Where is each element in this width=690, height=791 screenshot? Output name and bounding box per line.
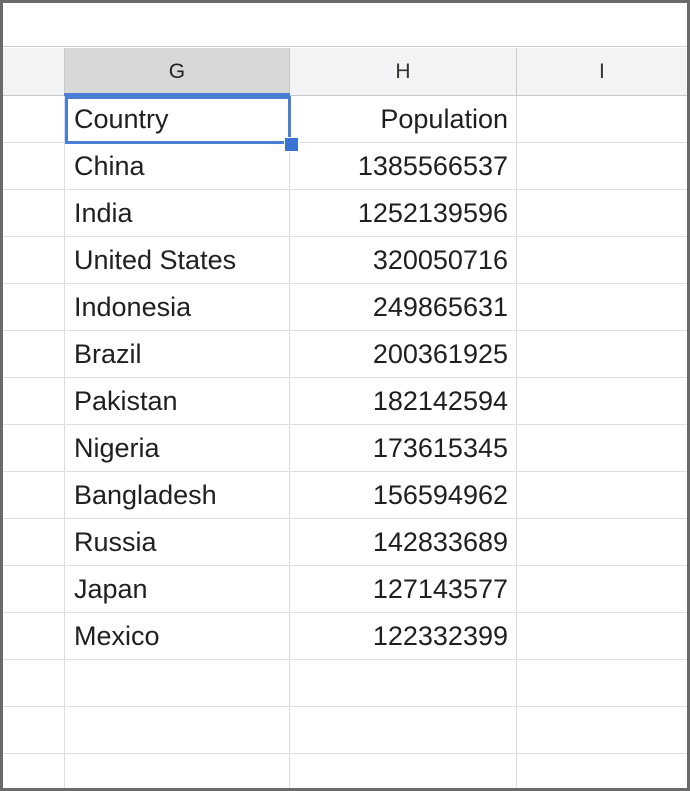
table-row[interactable]: Nigeria 173615345: [3, 425, 687, 472]
cell-population[interactable]: 122332399: [290, 613, 517, 659]
spreadsheet-grid[interactable]: G H I Country Population China 1385566537 In…: [3, 48, 687, 788]
cell-f[interactable]: [3, 284, 65, 330]
column-header-i[interactable]: I: [517, 48, 687, 95]
cell-i[interactable]: [517, 613, 687, 659]
fill-handle[interactable]: [284, 137, 299, 152]
cell-population[interactable]: 142833689: [290, 519, 517, 565]
table-row[interactable]: China 1385566537: [3, 143, 687, 190]
cell-i[interactable]: [517, 754, 687, 788]
cell-population[interactable]: [290, 754, 517, 788]
cell-i[interactable]: [517, 519, 687, 565]
column-header-h[interactable]: H: [290, 48, 517, 95]
column-header-f[interactable]: [3, 48, 65, 95]
table-row[interactable]: Russia 142833689: [3, 519, 687, 566]
cell-i[interactable]: [517, 378, 687, 424]
cell-i[interactable]: [517, 96, 687, 142]
cell-population[interactable]: 1252139596: [290, 190, 517, 236]
cell-population[interactable]: 320050716: [290, 237, 517, 283]
table-row[interactable]: United States 320050716: [3, 237, 687, 284]
column-header-row: G H I: [3, 48, 687, 96]
cell-i[interactable]: [517, 566, 687, 612]
column-header-g[interactable]: G: [64, 48, 290, 96]
cell-population[interactable]: [290, 707, 517, 753]
cell-population[interactable]: 249865631: [290, 284, 517, 330]
cell-country[interactable]: Russia: [65, 519, 290, 565]
cell-country[interactable]: Indonesia: [65, 284, 290, 330]
cell-country[interactable]: Japan: [65, 566, 290, 612]
cell-f[interactable]: [3, 519, 65, 565]
cell-f[interactable]: [3, 190, 65, 236]
cell-population[interactable]: 156594962: [290, 472, 517, 518]
cell-population[interactable]: [290, 660, 517, 706]
table-row[interactable]: Mexico 122332399: [3, 613, 687, 660]
cell-population[interactable]: 173615345: [290, 425, 517, 471]
cell-i[interactable]: [517, 284, 687, 330]
cell-i[interactable]: [517, 660, 687, 706]
cell-f[interactable]: [3, 472, 65, 518]
cell-f[interactable]: [3, 237, 65, 283]
table-row[interactable]: Indonesia 249865631: [3, 284, 687, 331]
cell-population[interactable]: Population: [290, 96, 517, 142]
table-row[interactable]: Japan 127143577: [3, 566, 687, 613]
cell-i[interactable]: [517, 331, 687, 377]
cell-population[interactable]: 200361925: [290, 331, 517, 377]
formula-bar-area[interactable]: [3, 3, 687, 47]
cell-population[interactable]: 1385566537: [290, 143, 517, 189]
cell-country[interactable]: [65, 707, 290, 753]
table-row[interactable]: [3, 707, 687, 754]
cell-country[interactable]: [65, 754, 290, 788]
cell-population[interactable]: 127143577: [290, 566, 517, 612]
cell-country[interactable]: Pakistan: [65, 378, 290, 424]
table-row[interactable]: [3, 754, 687, 788]
cell-country[interactable]: United States: [65, 237, 290, 283]
grid-rows: Country Population China 1385566537 India 125…: [3, 96, 687, 788]
table-row[interactable]: Brazil 200361925: [3, 331, 687, 378]
cell-f[interactable]: [3, 96, 65, 142]
cell-country[interactable]: India: [65, 190, 290, 236]
cell-country[interactable]: [65, 660, 290, 706]
cell-country[interactable]: Country: [65, 96, 290, 142]
cell-f[interactable]: [3, 613, 65, 659]
table-row[interactable]: Country Population: [3, 96, 687, 143]
cell-f[interactable]: [3, 660, 65, 706]
cell-i[interactable]: [517, 425, 687, 471]
cell-f[interactable]: [3, 143, 65, 189]
table-row[interactable]: India 1252139596: [3, 190, 687, 237]
cell-i[interactable]: [517, 143, 687, 189]
cell-f[interactable]: [3, 707, 65, 753]
cell-f[interactable]: [3, 331, 65, 377]
cell-f[interactable]: [3, 566, 65, 612]
table-row[interactable]: Bangladesh 156594962: [3, 472, 687, 519]
cell-f[interactable]: [3, 754, 65, 788]
cell-i[interactable]: [517, 190, 687, 236]
cell-country[interactable]: Bangladesh: [65, 472, 290, 518]
cell-i[interactable]: [517, 472, 687, 518]
cell-f[interactable]: [3, 425, 65, 471]
cell-i[interactable]: [517, 707, 687, 753]
cell-country[interactable]: Mexico: [65, 613, 290, 659]
cell-i[interactable]: [517, 237, 687, 283]
cell-country[interactable]: Nigeria: [65, 425, 290, 471]
cell-population[interactable]: 182142594: [290, 378, 517, 424]
cell-f[interactable]: [3, 378, 65, 424]
cell-country[interactable]: China: [65, 143, 290, 189]
cell-country[interactable]: Brazil: [65, 331, 290, 377]
table-row[interactable]: [3, 660, 687, 707]
table-row[interactable]: Pakistan 182142594: [3, 378, 687, 425]
